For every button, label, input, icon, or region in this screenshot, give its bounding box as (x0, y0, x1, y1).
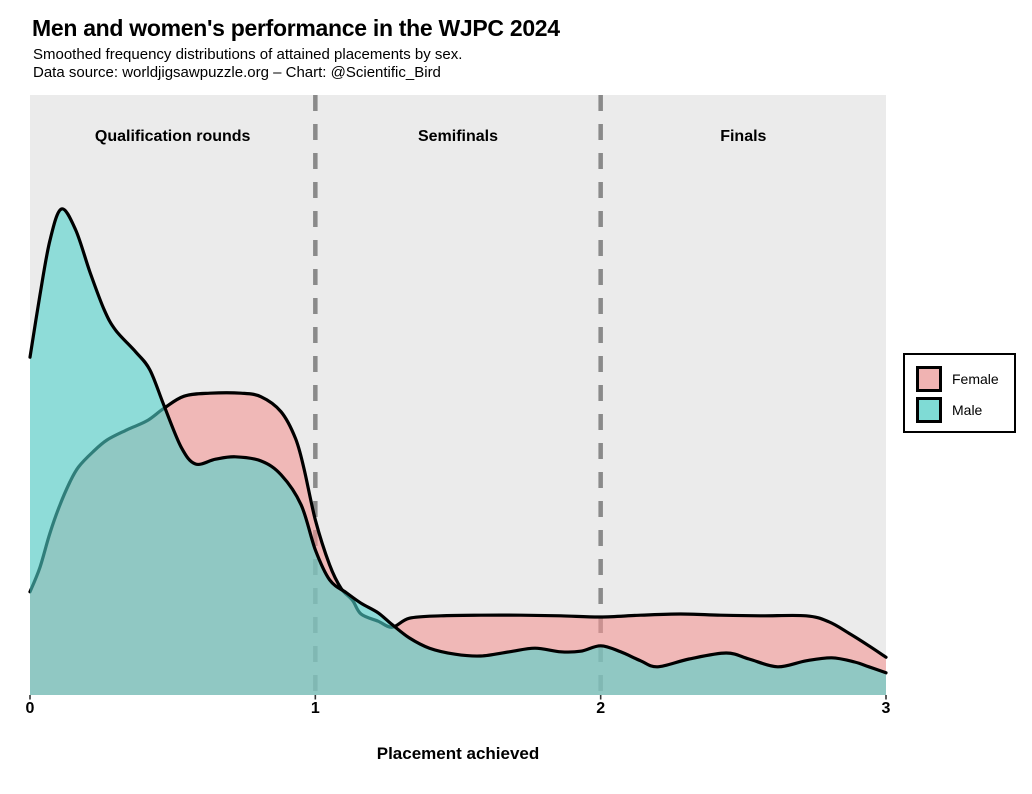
x-tick-label-3: 3 (881, 700, 891, 717)
legend-label-female: Female (952, 371, 999, 387)
x-tick-label-0: 0 (25, 700, 35, 717)
section-label-semifinals: Semifinals (417, 128, 499, 145)
x-tick-label-2: 2 (596, 700, 606, 717)
x-axis-title: Placement achieved (376, 744, 540, 763)
legend-label-male: Male (952, 402, 983, 418)
legend-box: Female Male (903, 353, 1016, 433)
male-density-area (30, 208, 886, 695)
legend-item-male: Male (916, 397, 1014, 423)
male-density-outline (28, 207, 888, 675)
legend-swatch-male (916, 397, 942, 423)
data-source-caption: Data source: worldjigsawpuzzle.org – Cha… (33, 64, 441, 81)
legend-swatch-female (916, 366, 942, 392)
chart-subtitle: Smoothed frequency distributions of atta… (33, 46, 463, 63)
section-label-qualification-rounds: Qualification rounds (94, 128, 251, 145)
section-label-finals: Finals (720, 128, 767, 145)
legend-item-female: Female (916, 366, 1014, 392)
x-tick-label-1: 1 (310, 700, 320, 717)
chart-title: Men and women's performance in the WJPC … (32, 15, 560, 41)
